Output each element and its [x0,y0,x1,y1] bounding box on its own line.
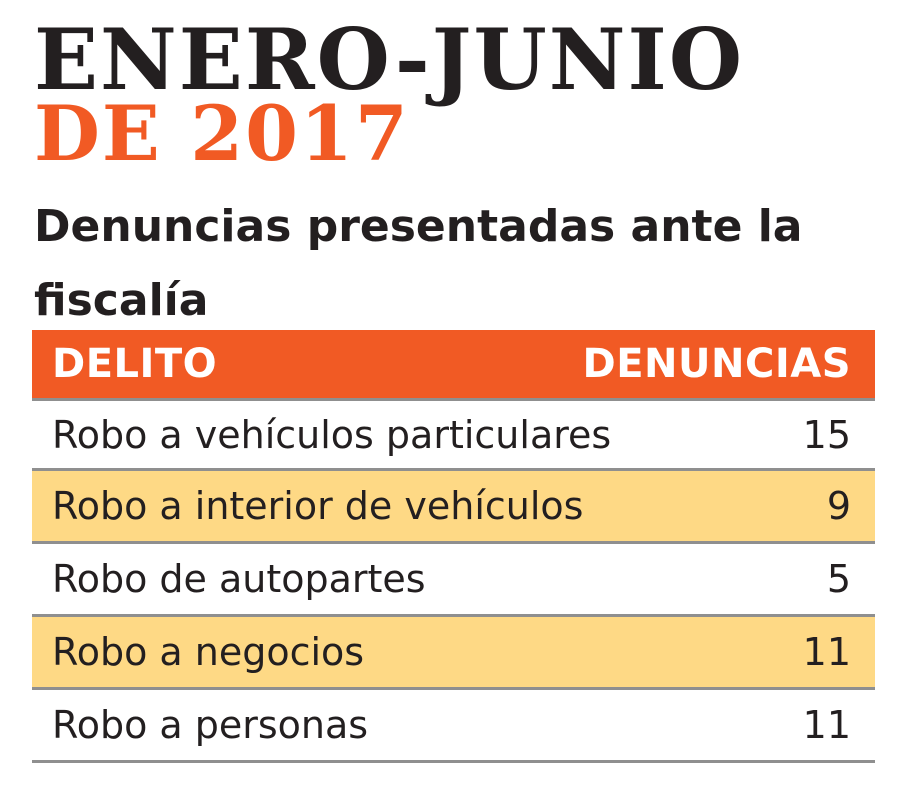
table-row: Robo a negocios 11 [32,617,875,690]
crime-table: DELITO DENUNCIAS Robo a vehículos partic… [32,330,875,763]
title-line2: DE 2017 [34,89,410,178]
row-crime: Robo a interior de vehículos [52,484,584,528]
subtitle: Denuncias presentadas ante la fiscalía [34,201,803,326]
row-count: 15 [802,412,851,457]
title-line1: ENERO-JUNIO [34,10,744,109]
row-crime: Robo de autopartes [52,557,426,601]
row-crime: Robo a vehículos particulares [52,412,612,457]
header-count: DENUNCIAS [582,341,851,387]
header-crime: DELITO [52,341,218,387]
row-count: 9 [826,484,851,528]
row-crime: Robo a personas [52,703,369,747]
table-row: Robo de autopartes 5 [32,544,875,617]
row-count: 11 [802,630,851,674]
table-row: Robo a vehículos particulares 15 [32,398,875,471]
table-header: DELITO DENUNCIAS [32,330,875,398]
row-count: 5 [826,557,851,601]
table-row: Robo a interior de vehículos 9 [32,471,875,544]
row-crime: Robo a negocios [52,630,365,674]
table-row: Robo a personas 11 [32,690,875,763]
row-count: 11 [802,703,851,747]
